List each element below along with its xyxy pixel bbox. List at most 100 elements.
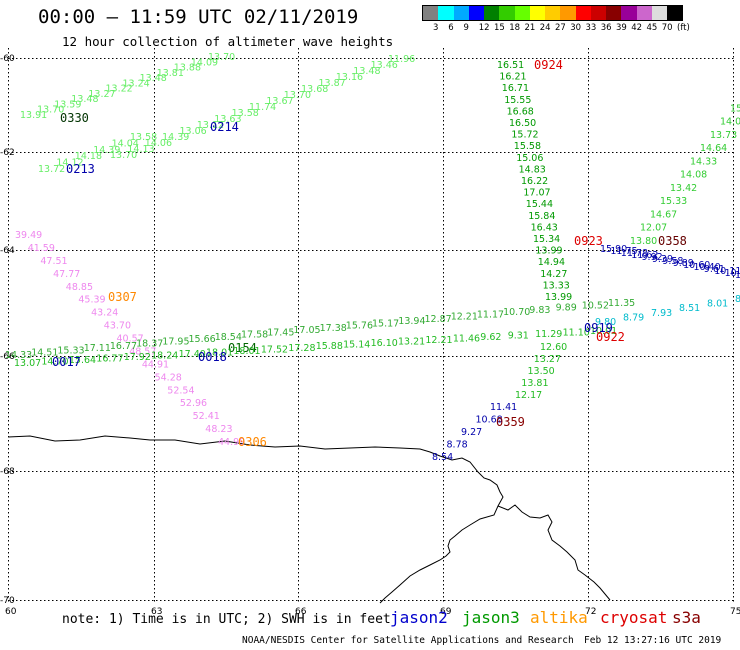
grid-dot <box>536 250 538 251</box>
grid-dot <box>304 152 306 153</box>
track-0924: 16.5116.2116.7115.5516.6816.5015.7215.58… <box>497 58 572 303</box>
grid-dot <box>733 452 734 454</box>
grid-dot <box>372 600 374 601</box>
grid-dot <box>588 572 589 574</box>
wave-height-value: 13.81 <box>521 378 548 389</box>
grid-dot <box>443 352 444 354</box>
sat-label-cryosat: cryosat <box>600 608 667 627</box>
grid-dot <box>733 460 734 462</box>
wave-height-value: 15.88 <box>316 341 343 352</box>
wave-height-value: 15.34 <box>533 234 560 245</box>
grid-dot <box>154 384 155 386</box>
grid-dot <box>733 552 734 554</box>
grid-dot <box>443 380 444 382</box>
grid-dot <box>456 58 458 59</box>
grid-dot <box>32 152 34 153</box>
grid-dot <box>708 471 710 472</box>
grid-dot <box>733 440 734 442</box>
grid-dot <box>612 152 614 153</box>
grid-dot <box>548 356 550 357</box>
grid-dot <box>588 108 589 110</box>
grid-dot <box>236 356 238 357</box>
color-scale-label: 36 <box>600 23 612 33</box>
grid-dot <box>256 58 258 59</box>
grid-dot <box>380 152 382 153</box>
grid-dot <box>443 124 444 126</box>
grid-dot <box>733 164 734 166</box>
grid-dot <box>588 420 589 422</box>
grid-dot <box>648 356 650 357</box>
grid-dot <box>168 58 170 59</box>
grid-dot <box>298 272 299 274</box>
grid-dot <box>328 356 330 357</box>
grid-dot <box>228 600 230 601</box>
grid-dot <box>8 108 9 110</box>
grid-dot <box>733 136 734 138</box>
grid-dot <box>443 424 444 426</box>
grid-dot <box>176 356 178 357</box>
grid-dot <box>416 356 418 357</box>
grid-dot <box>8 264 9 266</box>
grid-dot <box>44 152 46 153</box>
grid-dot <box>616 58 618 59</box>
grid-dot <box>516 250 518 251</box>
grid-dot <box>8 224 9 226</box>
grid-dot <box>588 172 589 174</box>
grid-dot <box>680 250 682 251</box>
wave-height-value: 7.93 <box>651 308 672 319</box>
grid-dot <box>443 288 444 290</box>
grid-dot <box>568 356 570 357</box>
grid-dot <box>232 152 234 153</box>
grid-dot <box>688 58 690 59</box>
grid-dot <box>154 352 155 354</box>
grid-dot <box>588 252 589 254</box>
grid-dot <box>154 184 155 186</box>
grid-dot <box>588 324 589 326</box>
grid-dot <box>232 250 234 251</box>
grid-dot <box>716 600 718 601</box>
grid-dot <box>733 432 734 434</box>
grid-dot <box>364 471 366 472</box>
grid-dot <box>154 568 155 570</box>
grid-dot <box>8 124 9 126</box>
grid-dot <box>443 48 444 50</box>
grid-dot <box>733 560 734 562</box>
grid-dot <box>443 428 444 430</box>
lat-label: -70 <box>0 596 15 606</box>
grid-dot <box>120 250 122 251</box>
color-scale-label: 21 <box>524 23 536 33</box>
grid-dot <box>348 152 350 153</box>
grid-dot <box>8 188 9 190</box>
grid-dot <box>316 250 318 251</box>
grid-dot <box>443 212 444 214</box>
grid-dot <box>580 600 582 601</box>
grid-dot <box>140 58 142 59</box>
grid-dot <box>396 152 398 153</box>
lon-label: 63 <box>151 607 162 617</box>
grid-dot <box>20 356 22 357</box>
grid-dot <box>360 356 362 357</box>
grid-dot <box>8 132 9 134</box>
grid-dot <box>32 600 34 601</box>
grid-dot <box>544 152 546 153</box>
grid-dot <box>664 600 666 601</box>
grid-dot <box>443 500 444 502</box>
wave-height-value: 11.78 <box>621 248 648 259</box>
grid-dot <box>428 356 430 357</box>
grid-dot <box>588 244 589 246</box>
grid-dot <box>8 72 9 74</box>
grid-dot <box>443 592 444 594</box>
grid-dot <box>8 460 9 462</box>
grid-dot <box>154 456 155 458</box>
grid-dot <box>588 428 589 430</box>
grid-dot <box>580 471 582 472</box>
grid-dot <box>84 471 86 472</box>
grid-dot <box>512 58 514 59</box>
grid-dot <box>504 58 506 59</box>
wave-height-value: 17.38 <box>320 323 347 334</box>
grid-dot <box>733 592 734 594</box>
grid-dot <box>44 58 46 59</box>
grid-dot <box>660 471 662 472</box>
grid-dot <box>298 244 299 246</box>
grid-dot <box>154 72 155 74</box>
